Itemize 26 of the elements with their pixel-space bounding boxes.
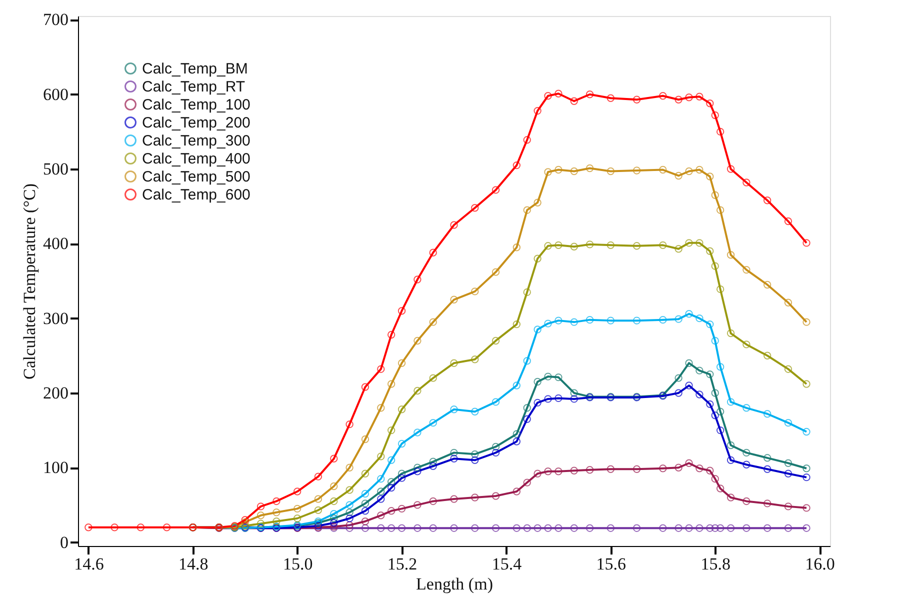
- legend-label: Calc_Temp_RT: [142, 78, 246, 96]
- x-tick-label: 15.0: [282, 554, 313, 574]
- x-tick-label: 15.4: [492, 554, 522, 574]
- y-axis-title: Calculated Temperature (°C): [20, 184, 39, 380]
- y-tick-label: 300: [43, 308, 68, 328]
- x-tick-label: 14.6: [74, 554, 104, 574]
- y-tick-label: 700: [43, 10, 68, 30]
- x-axis-title: Length (m): [416, 574, 493, 594]
- x-tick-label: 15.2: [387, 554, 418, 574]
- legend-label: Calc_Temp_500: [142, 168, 250, 186]
- y-tick-label: 600: [43, 84, 68, 104]
- legend-label: Calc_Temp_400: [142, 150, 250, 168]
- x-tick-label: 15.8: [700, 554, 730, 574]
- legend-label: Calc_Temp_BM: [142, 60, 248, 78]
- y-tick-label: 0: [60, 532, 68, 552]
- x-tick-label: 16.0: [805, 554, 835, 574]
- legend-label: Calc_Temp_200: [142, 114, 250, 132]
- legend-label: Calc_Temp_100: [142, 96, 250, 114]
- legend-label: Calc_Temp_300: [142, 132, 250, 150]
- x-tick-label: 14.8: [178, 554, 208, 574]
- y-tick-label: 400: [43, 234, 68, 254]
- y-tick-label: 500: [43, 160, 68, 179]
- y-tick-label: 200: [43, 383, 68, 402]
- y-tick-label: 100: [43, 458, 68, 478]
- x-tick-label: 15.6: [596, 554, 626, 574]
- legend-label: Calc_Temp_600: [142, 186, 250, 204]
